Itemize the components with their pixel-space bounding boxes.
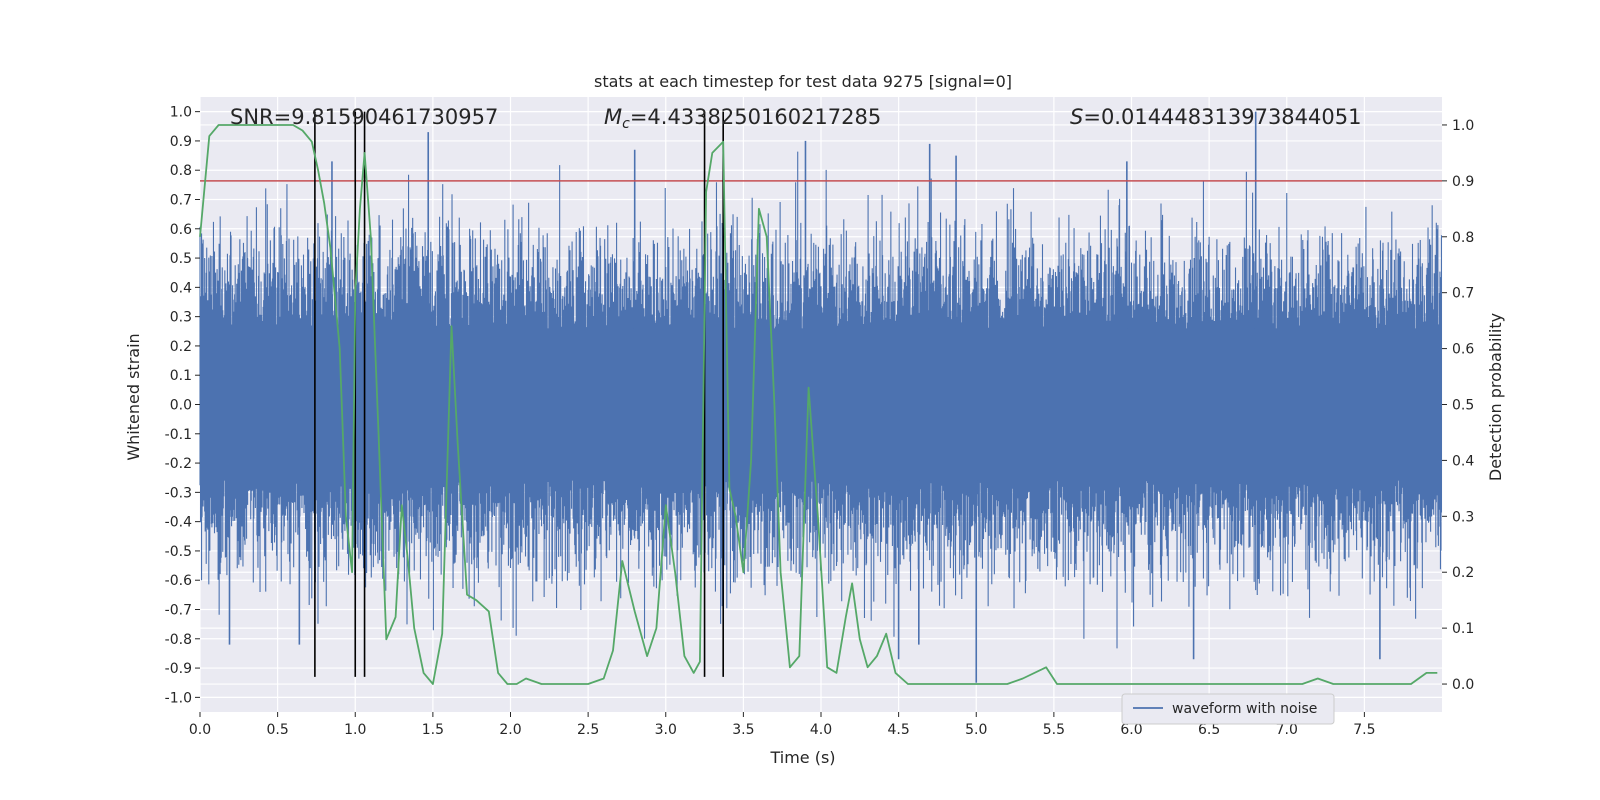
y-right-tick-label: 0.1 — [1452, 621, 1474, 637]
y-tick-label: -0.6 — [165, 573, 192, 589]
snr-annotation: SNR=9.81590461730957 — [230, 105, 498, 129]
chart-title: stats at each timestep for test data 927… — [594, 72, 1012, 91]
y-right-tick-label: 0.2 — [1452, 565, 1474, 581]
y-right-tick-label: 0.8 — [1452, 230, 1474, 246]
x-tick-label: 5.5 — [1043, 722, 1065, 738]
x-tick-label: 2.0 — [499, 722, 521, 738]
y-tick-label: 0.9 — [170, 134, 192, 150]
legend: waveform with noise — [1121, 693, 1335, 725]
x-tick-label: 6.0 — [1120, 722, 1142, 738]
x-tick-label: 3.5 — [732, 722, 754, 738]
x-tick-label: 1.5 — [422, 722, 444, 738]
y-tick-label: 0.7 — [170, 193, 192, 209]
y-tick-label: -0.9 — [165, 661, 192, 677]
waveform-series — [199, 111, 1443, 683]
y-tick-label: 0.0 — [170, 398, 192, 414]
y-tick-label: 1.0 — [170, 105, 192, 121]
y-right-tick-label: 1.0 — [1452, 118, 1474, 134]
chirp-mass-subscript: c — [622, 116, 630, 132]
y-tick-label: 0.5 — [170, 251, 192, 267]
y-tick-label: -1.0 — [165, 690, 192, 706]
y-right-tick-label: 0.9 — [1452, 174, 1474, 190]
x-axis-label: Time (s) — [769, 748, 835, 767]
x-tick-label: 7.5 — [1353, 722, 1375, 738]
x-tick-label: 0.5 — [266, 722, 288, 738]
x-tick-label: 7.0 — [1276, 722, 1298, 738]
y-tick-label: -0.7 — [165, 603, 192, 619]
chirp-mass-symbol: M — [604, 105, 622, 129]
x-tick-label: 1.0 — [344, 722, 366, 738]
y-tick-label: 0.3 — [170, 310, 192, 326]
x-tick-label: 5.0 — [965, 722, 987, 738]
y-right-tick-label: 0.3 — [1452, 509, 1474, 525]
y-axis-label-right: Detection probability — [1486, 313, 1505, 481]
s-value: =0.014448313973844051 — [1083, 105, 1361, 129]
y-right-tick-label: 0.5 — [1452, 398, 1474, 414]
y-right-tick-label: 0.6 — [1452, 342, 1474, 358]
chirp-mass-annotation: Mc=4.4338250160217285 — [604, 105, 881, 132]
s-annotation: S=0.014448313973844051 — [1070, 105, 1361, 129]
y-tick-label: -0.3 — [165, 485, 192, 501]
y-tick-label: -0.2 — [165, 456, 192, 472]
x-tick-label: 2.5 — [577, 722, 599, 738]
y-tick-label: 0.2 — [170, 339, 192, 355]
y-tick-label: 0.4 — [170, 280, 192, 296]
y-tick-label: 0.1 — [170, 368, 192, 384]
vertical-markers — [314, 111, 724, 677]
y-tick-label: 0.6 — [170, 222, 192, 238]
x-tick-label: 0.0 — [189, 722, 211, 738]
waveform-core — [200, 328, 1442, 481]
probability-line — [199, 124, 1438, 685]
x-tick-label: 6.5 — [1198, 722, 1220, 738]
s-symbol: S — [1070, 105, 1083, 129]
x-tick-label: 4.0 — [810, 722, 832, 738]
detection-probability-series — [199, 124, 1438, 685]
y-right-tick-label: 0.7 — [1452, 286, 1474, 302]
legend-label: waveform with noise — [1172, 701, 1317, 717]
y-axis-label-left: Whitened strain — [124, 333, 143, 460]
y-tick-label: -0.4 — [165, 515, 192, 531]
y-ticks-right: 1.0 0.9 0.8 0.7 0.6 0.5 0.4 0.3 0.2 0.1 0.0 — [1442, 118, 1474, 693]
y-tick-label: -0.1 — [165, 427, 192, 443]
y-tick-label: -0.5 — [165, 544, 192, 560]
y-right-tick-label: 0.4 — [1452, 453, 1474, 469]
legend-box — [1121, 693, 1335, 725]
y-tick-label: 0.8 — [170, 163, 192, 179]
x-tick-label: 3.0 — [655, 722, 677, 738]
x-ticks: 0.0 0.5 1.0 1.5 2.0 2.5 3.0 3.5 4.0 4.5 5.0 5.5 6.0 6… — [189, 712, 1376, 738]
y-right-tick-label: 0.0 — [1452, 677, 1474, 693]
x-tick-label: 4.5 — [887, 722, 909, 738]
y-tick-label: -0.8 — [165, 632, 192, 648]
y-ticks-left: 1.0 0.9 0.8 0.7 0.6 0.5 0.4 0.3 0.2 0.1 0.0 -0.1 -0.… — [165, 105, 200, 706]
chirp-mass-value: =4.4338250160217285 — [630, 105, 881, 129]
